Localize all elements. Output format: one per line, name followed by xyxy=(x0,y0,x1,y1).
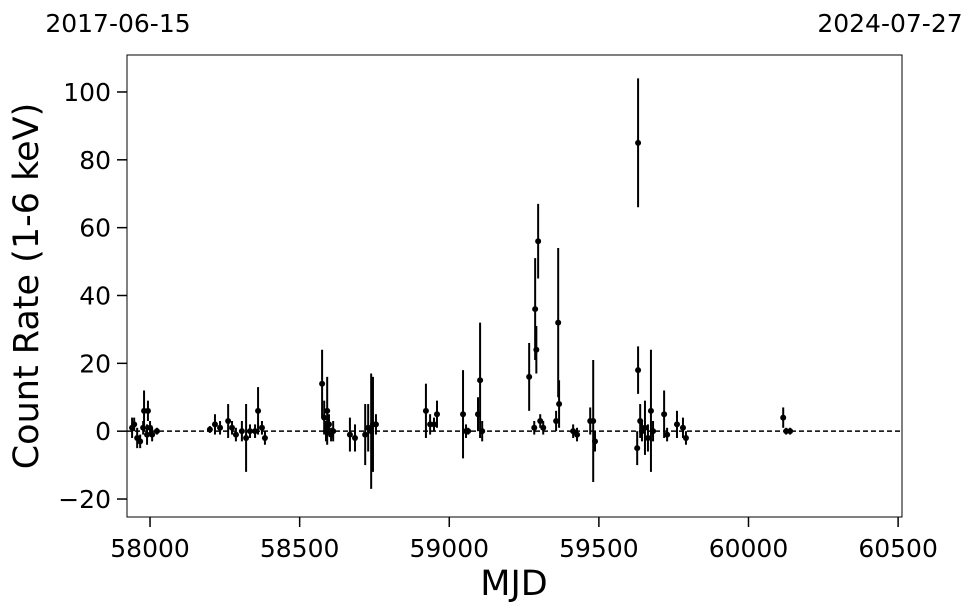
data-point xyxy=(635,139,642,146)
data-point xyxy=(537,418,544,425)
data-point xyxy=(635,367,642,374)
x-tick-label: 58000 xyxy=(110,534,190,563)
data-point xyxy=(131,421,138,428)
data-point xyxy=(460,411,467,418)
data-point xyxy=(661,411,668,418)
y-tick-label: 80 xyxy=(79,146,111,175)
data-point xyxy=(324,407,331,414)
data-point xyxy=(144,431,151,438)
data-point xyxy=(255,407,262,414)
data-point xyxy=(540,424,547,431)
top-left-label: 2017-06-15 xyxy=(45,9,190,38)
data-point xyxy=(673,421,680,428)
data-point xyxy=(591,438,598,445)
data-point xyxy=(679,424,686,431)
data-point xyxy=(526,373,533,380)
data-point xyxy=(243,434,250,441)
data-point xyxy=(149,431,156,438)
data-point xyxy=(479,428,486,435)
data-point xyxy=(252,428,259,435)
data-point xyxy=(238,428,245,435)
data-point xyxy=(144,407,151,414)
y-tick-label: 20 xyxy=(79,349,111,378)
plot-frame xyxy=(126,54,903,518)
data-point xyxy=(232,431,239,438)
data-point xyxy=(682,434,689,441)
data-point xyxy=(570,428,577,435)
data-point xyxy=(664,431,671,438)
data-point xyxy=(787,428,794,435)
x-tick-label: 58500 xyxy=(260,534,340,563)
data-point xyxy=(229,424,236,431)
x-tick-label: 60000 xyxy=(709,534,789,563)
x-tick-label: 59500 xyxy=(559,534,639,563)
data-point xyxy=(258,424,265,431)
data-point xyxy=(246,428,253,435)
data-point xyxy=(211,421,218,428)
data-point xyxy=(346,431,353,438)
x-tick-label: 59000 xyxy=(410,534,490,563)
data-point xyxy=(556,401,563,408)
data-point xyxy=(321,414,328,421)
y-tick-label: 100 xyxy=(63,78,111,107)
data-point xyxy=(553,418,560,425)
data-point xyxy=(641,424,648,431)
x-tick-label: 60500 xyxy=(858,534,938,563)
data-point xyxy=(650,428,657,435)
data-point xyxy=(434,411,440,418)
data-point xyxy=(634,445,641,452)
data-point xyxy=(325,421,332,428)
data-point xyxy=(590,418,597,425)
data-point xyxy=(137,438,144,445)
data-point xyxy=(362,431,369,438)
data-point xyxy=(644,434,651,441)
data-point xyxy=(465,428,472,435)
x-axis-label: MJD xyxy=(480,564,547,604)
data-point xyxy=(531,424,538,431)
data-point xyxy=(330,428,337,435)
data-point xyxy=(153,428,160,435)
data-point xyxy=(574,431,581,438)
data-point xyxy=(532,306,539,313)
data-point xyxy=(535,238,542,245)
y-tick-label: 0 xyxy=(95,417,111,446)
data-point xyxy=(225,418,232,425)
data-point xyxy=(206,426,213,433)
y-tick-label: 40 xyxy=(79,281,111,310)
data-point xyxy=(431,421,438,428)
data-point xyxy=(261,434,268,441)
data-point xyxy=(217,424,224,431)
data-point xyxy=(352,434,359,441)
y-axis-label: Count Rate (1-6 keV) xyxy=(7,103,47,470)
data-point xyxy=(555,319,562,326)
y-tick-label: −20 xyxy=(58,485,111,514)
data-point xyxy=(422,407,429,414)
data-point xyxy=(647,407,654,414)
data-point xyxy=(533,346,540,353)
top-right-label: 2024-07-27 xyxy=(817,9,962,38)
data-point xyxy=(372,421,379,428)
data-point xyxy=(319,380,326,387)
data-point xyxy=(477,377,484,384)
data-point xyxy=(780,414,787,421)
y-tick-label: 60 xyxy=(79,214,111,243)
